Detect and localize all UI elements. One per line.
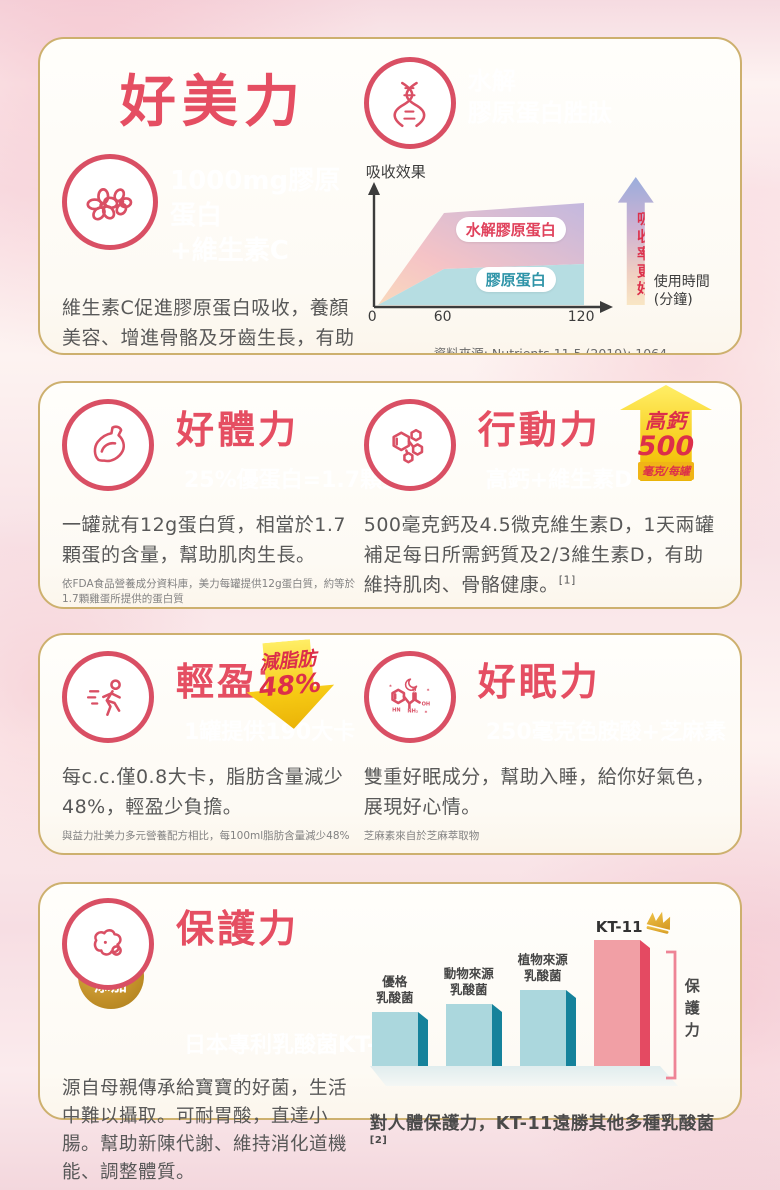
light-header: 輕盈力 減脂肪 48% 1罐提供190大卡 (62, 651, 364, 752)
dna-icon (363, 57, 456, 149)
card-protect: 保護力 首創 添加 日本專利乳酸菌KT-11 源自母親傳承給寶寶的好菌，生活中難… (38, 882, 742, 1183)
svg-text:NH₂: NH₂ (408, 708, 419, 714)
sleep-body: 雙重好眠成分，幫助入睡，給你好氣色，展現好心情。 (363, 766, 715, 819)
protect-body: 源自母親傳承給寶寶的好菌，生活中難以攝取。可耐胃酸，直達小腸。幫助新陳代謝、維持… (62, 1078, 348, 1184)
sleep-column: O OH NH₂ HN * * * 好眠力 250毫克色胺酸+芝麻素 雙重好眠成分，… (363, 635, 727, 853)
mobility-title: 行動力 (477, 408, 601, 452)
beauty-left-column: 好美力 (62, 39, 364, 353)
absorption-x-label: 使用時間 (分鐘) (653, 274, 710, 309)
light-note: 與益力壯美力多元營養配方相比，每100ml脂肪含量減少48% (62, 830, 350, 843)
tryptophan-icon: O OH NH₂ HN * * * (363, 651, 456, 743)
bars-base-shadow (369, 1066, 678, 1086)
beauty-header: 1000mg膠原蛋白 +維生素C (62, 154, 364, 279)
protection-bracket (665, 950, 677, 1080)
hydrolyzed-banner: 水解 膠原蛋白胜肽 (410, 57, 740, 138)
footnote-ref-2: [2] (369, 1135, 388, 1147)
sleep-header: O OH NH₂ HN * * * 好眠力 250毫克色胺酸+芝麻素 (363, 651, 727, 752)
hydrolyzed-header: 水解 膠原蛋白胜肽 (363, 57, 718, 151)
svg-text:HN: HN (392, 707, 401, 713)
x-axis-arrow (599, 301, 613, 313)
hydrolyzed-banner-line2: 膠原蛋白胜肽 (467, 99, 612, 128)
svg-text:*: * (427, 688, 430, 694)
crown-icon (646, 911, 670, 934)
calcium-badge-text: 高鈣 500 毫克/每罐 (637, 409, 695, 480)
absorption-up-arrow-icon: 吸收率更好 (617, 177, 654, 305)
card-strength-mobility: 好體力 25%優蛋白=1.7顆蛋 一罐就有12g蛋白質，相當於1.7顆蛋的含量，… (38, 381, 742, 609)
fat-reduction-badge: 減脂肪 48% (242, 637, 337, 732)
bar-label-plant: 植物來源 乳酸菌 (517, 952, 568, 983)
hydrolyzed-banner-line1: 水解 (467, 67, 516, 95)
fat-reduction-badge-text: 減脂肪 48% (257, 647, 323, 704)
tick-120: 120 (567, 309, 595, 325)
bar-label-kt11: KT-11 (595, 918, 643, 936)
label-hydrolyzed-collagen: 水解膠原蛋白 (455, 217, 566, 242)
tick-60: 60 (433, 309, 452, 325)
strength-note: 依FDA食品營養成分資料庫，美力每罐提供12g蛋白質，約等於1.7顆雞蛋所提供的… (62, 578, 356, 606)
y-axis-arrow (367, 182, 380, 195)
bicep-icon (62, 399, 154, 491)
svg-text:*: * (425, 710, 428, 716)
absorption-plot (367, 182, 613, 313)
protect-column: 保護力 首創 添加 日本專利乳酸菌KT-11 源自母親傳承給寶寶的好菌，生活中難… (62, 884, 407, 1183)
bacteria-bar-chart: 優格 乳酸菌 動物來源 乳酸菌 植物來源 乳酸菌 KT-11 保護力 (364, 911, 716, 1104)
mobility-body: 500毫克鈣及4.5微克維生素D，1天兩罐補足每日所需鈣質及2/3維生素D，有助… (363, 514, 715, 597)
mobility-column: 行動力 高鈣 500 毫克/每罐 高鈣+維生素D 500毫克鈣及4.5微克維生素… (363, 383, 718, 607)
absorption-y-label: 吸收效果 (365, 163, 426, 181)
mobility-header: 行動力 高鈣 500 毫克/每罐 高鈣+維生素D (363, 385, 718, 500)
strength-banner: 25%優蛋白=1.7顆蛋 (184, 468, 405, 493)
footnote-ref-1: [1] (558, 573, 576, 587)
beauty-banner-line2: +維生素C (170, 236, 289, 267)
tick-0: 0 (367, 309, 377, 325)
bacteria-chart-caption: 對人體保護力，KT-11遠勝其他多種乳酸菌[2] (369, 1114, 715, 1147)
flower-icon (62, 154, 158, 250)
bar-plant-source (519, 990, 576, 1066)
absorption-source: 資料來源: Nutrients 11.5 (2019): 1064. (433, 346, 672, 355)
calcium-badge: 高鈣 500 毫克/每罐 (619, 385, 712, 481)
sleep-banner: 250毫克色胺酸+芝麻素 (485, 720, 727, 745)
sleep-title: 好眠力 (477, 660, 601, 704)
bar-label-yogurt: 優格 乳酸菌 (375, 974, 414, 1005)
protect-chart-column: 優格 乳酸菌 動物來源 乳酸菌 植物來源 乳酸菌 KT-11 保護力 對人體保護… (364, 884, 718, 1146)
protect-title: 保護力 (176, 907, 300, 951)
svg-text:O: O (412, 687, 417, 693)
beauty-right-column: 水解 膠原蛋白胜肽 吸收效果 (363, 39, 718, 353)
bacteria-icon (62, 898, 154, 990)
protection-bracket-label: 保護力 (682, 978, 701, 1044)
card-beauty: 好美力 (38, 37, 742, 355)
protect-header: 保護力 首創 添加 日本專利乳酸菌KT-11 (62, 898, 407, 1065)
bar-label-animal: 動物來源 乳酸菌 (443, 966, 494, 997)
beauty-banner: 1000mg膠原蛋白 +維生素C (110, 154, 364, 279)
svg-text:*: * (389, 684, 392, 690)
beauty-banner-line1: 1000mg膠原蛋白 (170, 166, 341, 232)
strength-column: 好體力 25%優蛋白=1.7顆蛋 一罐就有12g蛋白質，相當於1.7顆蛋的含量，… (62, 383, 405, 607)
absorption-chart: 吸收效果 水解膠原蛋白 (364, 161, 714, 353)
strength-body: 一罐就有12g蛋白質，相當於1.7顆蛋的含量，幫助肌肉生長。 (62, 514, 346, 567)
mobility-banner: 高鈣+維生素D (485, 468, 633, 493)
svg-text:OH: OH (422, 701, 431, 707)
strength-header: 好體力 25%優蛋白=1.7顆蛋 (62, 399, 405, 500)
protect-banner: 日本專利乳酸菌KT-11 (184, 1033, 407, 1058)
bar-kt11 (593, 940, 650, 1066)
absorption-chart-wrap: 吸收效果 水解膠原蛋白 (364, 161, 718, 353)
beauty-body: 維生素C促進膠原蛋白吸收，養顏美容、增進骨骼及牙齒生長，有助於維持牙齦與皮膚功能… (62, 297, 355, 350)
bar-animal-source (445, 1004, 502, 1066)
molecule-icon (363, 399, 456, 491)
card-light-sleep: 輕盈力 減脂肪 48% 1罐提供190大卡 每c.c.僅0.8大卡，脂肪含量減少… (38, 633, 742, 855)
bacteria-bars-plot (369, 940, 678, 1086)
label-collagen: 膠原蛋白 (475, 267, 556, 292)
beauty-title: 好美力 (119, 70, 306, 135)
light-banner: 1罐提供190大卡 (184, 720, 356, 745)
light-column: 輕盈力 減脂肪 48% 1罐提供190大卡 每c.c.僅0.8大卡，脂肪含量減少… (62, 635, 364, 853)
light-body: 每c.c.僅0.8大卡，脂肪含量減少48%，輕盈少負擔。 (62, 766, 344, 819)
absorption-arrow-label: 吸收率更好 (634, 211, 651, 299)
runner-icon (62, 651, 154, 743)
bar-yogurt (371, 1012, 428, 1066)
strength-title: 好體力 (176, 408, 300, 452)
sleep-note: 芝麻素來自於芝麻萃取物 (363, 830, 480, 843)
